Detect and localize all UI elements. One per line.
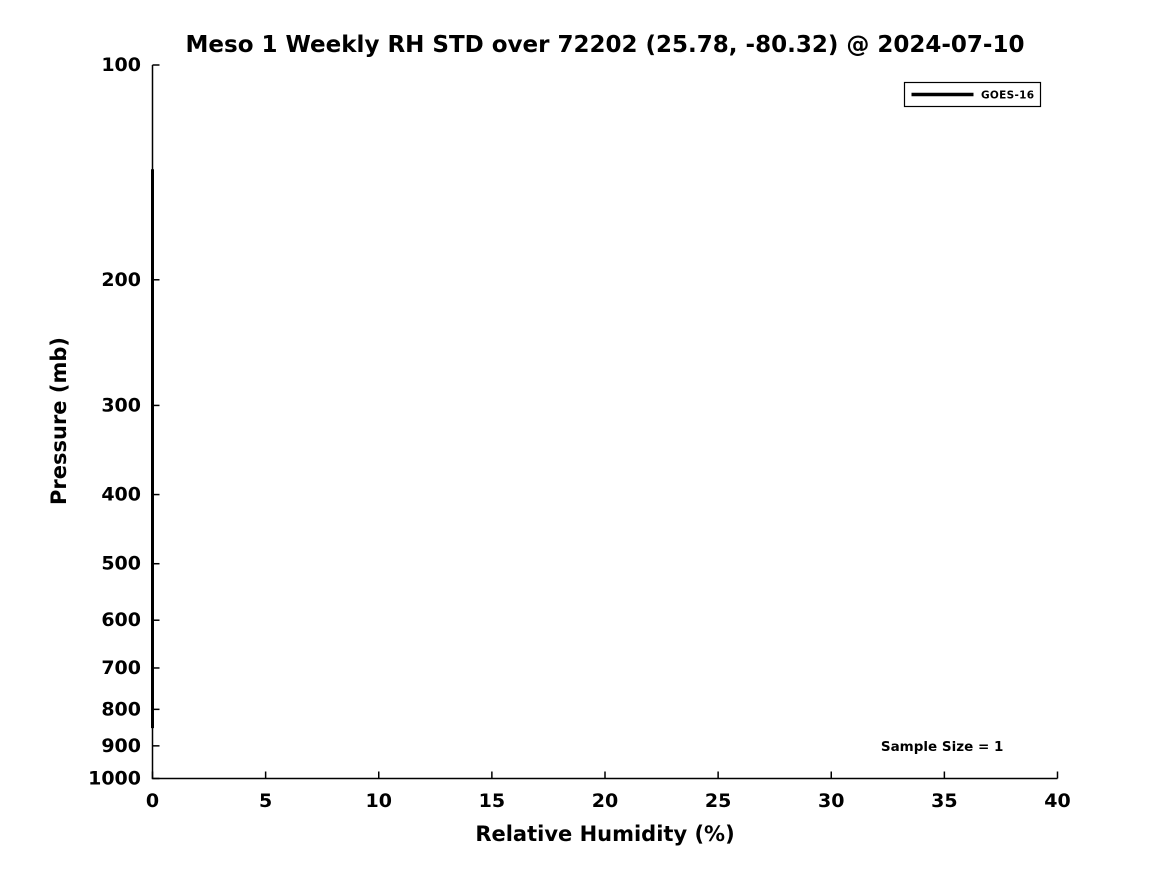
x-tick-label: 0 <box>146 790 159 812</box>
y-tick-label: 900 <box>101 735 141 757</box>
y-tick-label: 100 <box>101 54 141 76</box>
x-tick-label: 15 <box>479 790 505 812</box>
x-tick-label: 25 <box>705 790 731 812</box>
axes-spines <box>151 65 1058 780</box>
y-tick-label: 400 <box>101 484 141 506</box>
x-tick-label: 10 <box>366 790 392 812</box>
legend: GOES-16 <box>903 81 1042 108</box>
x-axis-ticks: 0 5 10 15 20 25 30 35 40 <box>146 771 1071 812</box>
chart-title: Meso 1 Weekly RH STD over 72202 (25.78, … <box>186 32 1025 58</box>
x-tick-label: 20 <box>592 790 618 812</box>
y-axis-ticks: 100 200 300 400 500 600 700 800 900 1000 <box>88 54 160 790</box>
y-tick-label: 1000 <box>88 768 141 790</box>
x-axis-label: Relative Humidity (%) <box>475 822 734 846</box>
x-tick-label: 5 <box>259 790 272 812</box>
x-tick-label: 30 <box>818 790 844 812</box>
legend-entry-label: GOES-16 <box>981 90 1034 102</box>
y-tick-label: 700 <box>101 657 141 679</box>
x-tick-label: 35 <box>931 790 957 812</box>
y-tick-label: 300 <box>101 394 141 416</box>
x-tick-label: 40 <box>1044 790 1070 812</box>
sample-size-annotation: Sample Size = 1 <box>881 739 1004 755</box>
y-tick-label: 800 <box>101 698 141 720</box>
y-tick-label: 600 <box>101 609 141 631</box>
y-tick-label: 200 <box>101 269 141 291</box>
y-tick-label: 500 <box>101 553 141 575</box>
y-axis-label: Pressure (mb) <box>47 337 71 505</box>
